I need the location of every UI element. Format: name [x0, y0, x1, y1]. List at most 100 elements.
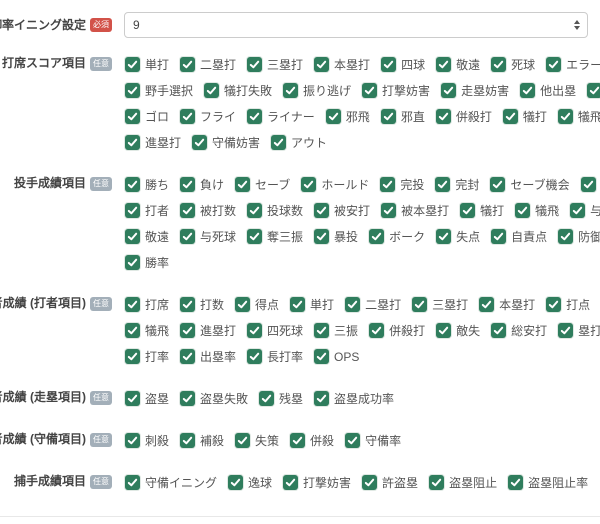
checkbox-checked-icon[interactable]	[362, 83, 378, 98]
checkbox-item[interactable]: 死球	[491, 56, 535, 73]
checkbox-checked-icon[interactable]	[479, 297, 495, 312]
checkbox-checked-icon[interactable]	[381, 203, 397, 218]
checkbox-checked-icon[interactable]	[587, 83, 600, 98]
checkbox-item[interactable]: 与死球	[180, 228, 236, 245]
checkbox-item[interactable]: 負け	[180, 176, 224, 193]
checkbox-item[interactable]: 投球回数	[580, 176, 600, 193]
checkbox-checked-icon[interactable]	[271, 135, 287, 150]
checkbox-checked-icon[interactable]	[125, 475, 140, 490]
checkbox-checked-icon[interactable]	[228, 475, 244, 490]
checkbox-item[interactable]: 盗塁阻止	[429, 474, 497, 491]
checkbox-item[interactable]: 犠打失敗	[204, 82, 272, 99]
checkbox-item[interactable]: ゴロ	[125, 108, 169, 125]
checkbox-checked-icon[interactable]	[369, 229, 385, 244]
checkbox-checked-icon[interactable]	[491, 323, 507, 338]
checkbox-checked-icon[interactable]	[369, 323, 385, 338]
checkbox-item[interactable]: フライ	[180, 108, 236, 125]
checkbox-checked-icon[interactable]	[380, 109, 396, 124]
checkbox-item[interactable]: ボーク	[369, 228, 425, 245]
checkbox-checked-icon[interactable]	[180, 229, 196, 244]
checkbox-checked-icon[interactable]	[125, 229, 140, 244]
checkbox-checked-icon[interactable]	[314, 349, 330, 364]
checkbox-item[interactable]: 他出塁	[520, 82, 576, 99]
checkbox-checked-icon[interactable]	[125, 349, 140, 364]
checkbox-checked-icon[interactable]	[125, 297, 140, 312]
checkbox-checked-icon[interactable]	[490, 177, 506, 192]
number-spinner-icon[interactable]	[574, 20, 580, 30]
era-innings-input[interactable]	[124, 12, 588, 38]
checkbox-item[interactable]: 併殺打	[435, 108, 492, 125]
checkbox-item[interactable]: 総安打	[491, 322, 547, 339]
checkbox-checked-icon[interactable]	[247, 57, 263, 72]
checkbox-item[interactable]: 暴投	[314, 228, 358, 245]
checkbox-checked-icon[interactable]	[235, 433, 251, 448]
checkbox-item[interactable]: 許盗塁	[362, 474, 418, 491]
checkbox-item[interactable]: 犠飛	[557, 108, 600, 125]
checkbox-checked-icon[interactable]	[460, 203, 476, 218]
checkbox-item[interactable]: 防御率	[558, 228, 600, 245]
checkbox-checked-icon[interactable]	[180, 297, 196, 312]
checkbox-checked-icon[interactable]	[180, 57, 196, 72]
checkbox-item[interactable]: 打席	[125, 296, 169, 313]
checkbox-item[interactable]: 残塁	[259, 390, 303, 407]
checkbox-item[interactable]: 守備イニング	[125, 474, 217, 491]
checkbox-checked-icon[interactable]	[570, 203, 586, 218]
checkbox-item[interactable]: 刺殺	[125, 432, 169, 449]
checkbox-checked-icon[interactable]	[441, 83, 457, 98]
checkbox-checked-icon[interactable]	[290, 297, 306, 312]
checkbox-item[interactable]: 盗塁失敗	[180, 390, 248, 407]
checkbox-item[interactable]: 単打	[125, 56, 169, 73]
checkbox-item[interactable]: 逸球	[228, 474, 272, 491]
checkbox-checked-icon[interactable]	[429, 475, 445, 490]
checkbox-item[interactable]: 得点	[235, 296, 279, 313]
checkbox-checked-icon[interactable]	[125, 57, 140, 72]
checkbox-item[interactable]: 進塁打	[180, 322, 236, 339]
checkbox-item[interactable]: 四死球	[247, 322, 303, 339]
checkbox-checked-icon[interactable]	[502, 109, 518, 124]
checkbox-item[interactable]: 打撃妨害	[362, 82, 430, 99]
checkbox-item[interactable]: 四球	[381, 56, 425, 73]
checkbox-checked-icon[interactable]	[314, 203, 330, 218]
checkbox-checked-icon[interactable]	[125, 109, 140, 124]
checkbox-checked-icon[interactable]	[381, 57, 397, 72]
checkbox-checked-icon[interactable]	[180, 391, 196, 406]
checkbox-checked-icon[interactable]	[557, 109, 573, 124]
checkbox-item[interactable]: 二塁打	[180, 56, 236, 73]
checkbox-item[interactable]: アウト	[271, 134, 327, 151]
checkbox-checked-icon[interactable]	[235, 177, 251, 192]
checkbox-checked-icon[interactable]	[345, 433, 361, 448]
checkbox-item[interactable]: OPS	[314, 349, 359, 364]
checkbox-item[interactable]: 自責点	[491, 228, 547, 245]
checkbox-checked-icon[interactable]	[247, 229, 263, 244]
checkbox-item[interactable]: 進塁打	[125, 134, 181, 151]
checkbox-checked-icon[interactable]	[301, 177, 317, 192]
checkbox-item[interactable]: 三振	[314, 322, 358, 339]
checkbox-checked-icon[interactable]	[259, 391, 275, 406]
checkbox-checked-icon[interactable]	[180, 177, 196, 192]
checkbox-checked-icon[interactable]	[204, 83, 220, 98]
checkbox-item[interactable]: 塁打数	[558, 322, 600, 339]
spinner-down-icon[interactable]	[574, 26, 580, 30]
checkbox-checked-icon[interactable]	[180, 433, 196, 448]
checkbox-checked-icon[interactable]	[436, 57, 452, 72]
checkbox-checked-icon[interactable]	[435, 109, 451, 124]
checkbox-item[interactable]: 邪飛	[325, 108, 370, 125]
checkbox-item[interactable]: 三塁打	[412, 296, 468, 313]
checkbox-item[interactable]: 走塁妨害	[441, 82, 509, 99]
checkbox-item[interactable]: 盗塁	[125, 390, 169, 407]
checkbox-checked-icon[interactable]	[247, 109, 263, 124]
checkbox-item[interactable]: 被本塁打	[381, 202, 449, 219]
checkbox-item[interactable]: 盗塁阻止率	[508, 474, 588, 491]
checkbox-item[interactable]: 打者	[125, 202, 169, 219]
checkbox-item[interactable]: 奪三振	[247, 228, 303, 245]
checkbox-item[interactable]: 邪直	[380, 108, 425, 125]
checkbox-checked-icon[interactable]	[125, 391, 140, 406]
checkbox-item[interactable]: 三塁打	[247, 56, 303, 73]
checkbox-checked-icon[interactable]	[491, 229, 507, 244]
checkbox-item[interactable]: 野手選択	[125, 82, 193, 99]
checkbox-checked-icon[interactable]	[515, 203, 531, 218]
checkbox-item[interactable]: 与四球	[570, 202, 600, 219]
checkbox-checked-icon[interactable]	[180, 109, 196, 124]
checkbox-checked-icon[interactable]	[314, 391, 330, 406]
checkbox-item[interactable]: 犠打	[502, 108, 547, 125]
